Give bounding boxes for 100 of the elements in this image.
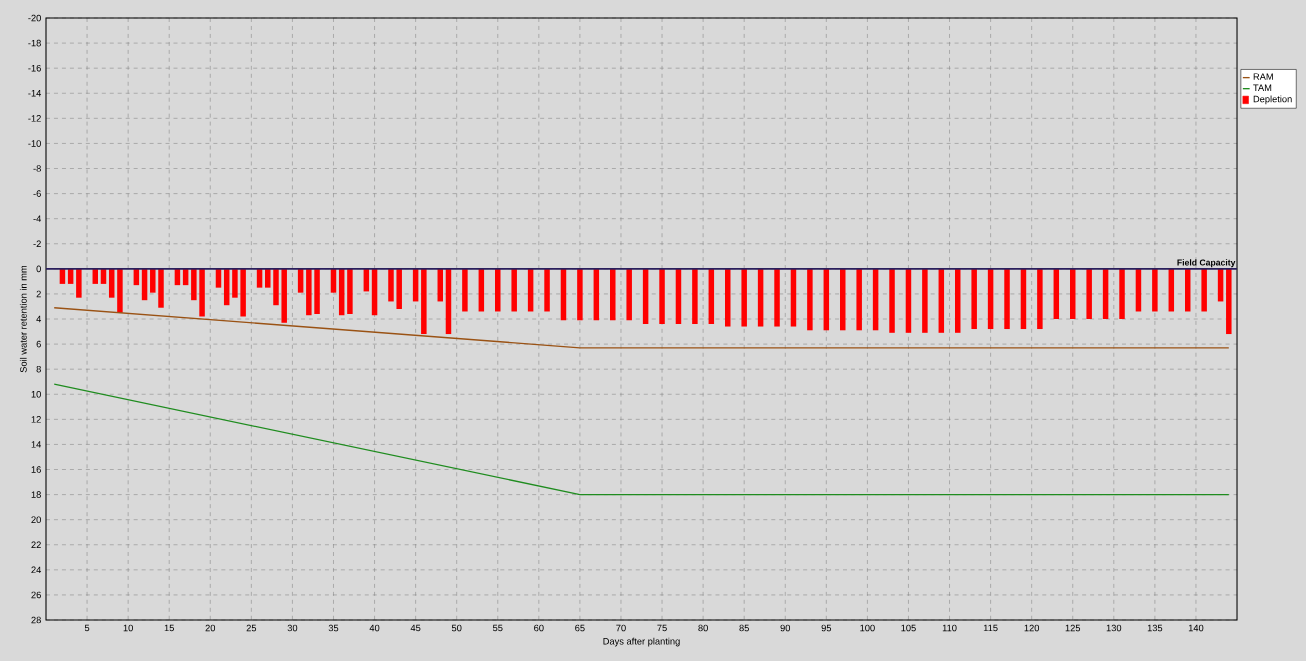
x-tick-label: 105 bbox=[901, 624, 916, 632]
y-tick-label: -14 bbox=[28, 90, 42, 97]
bar bbox=[1086, 268, 1092, 320]
x-tick-label: 80 bbox=[698, 624, 708, 632]
bar bbox=[840, 268, 846, 331]
bar bbox=[790, 268, 797, 327]
bar bbox=[396, 268, 402, 309]
x-tick-label: 125 bbox=[1065, 624, 1081, 632]
bar bbox=[117, 268, 123, 313]
bar bbox=[265, 268, 271, 288]
bar bbox=[232, 268, 238, 298]
y-tick-label: 22 bbox=[31, 541, 41, 548]
x-tick-label: 115 bbox=[983, 624, 998, 632]
bar bbox=[76, 268, 82, 298]
y-tick-label: -12 bbox=[28, 115, 41, 122]
bar bbox=[273, 268, 279, 306]
bar bbox=[1226, 268, 1232, 335]
bar bbox=[692, 268, 698, 325]
x-tick-label: 130 bbox=[1106, 624, 1122, 632]
y-tick-label: 16 bbox=[31, 466, 41, 473]
bar bbox=[281, 268, 287, 323]
bar bbox=[388, 268, 394, 302]
bar bbox=[807, 268, 813, 331]
bar bbox=[1004, 268, 1010, 330]
bar bbox=[971, 268, 977, 330]
bar bbox=[462, 268, 468, 312]
x-tick-label: 35 bbox=[328, 624, 339, 632]
x-tick-label: 120 bbox=[1024, 624, 1040, 632]
x-tick-label: 55 bbox=[492, 624, 503, 632]
y-tick-label: 20 bbox=[31, 516, 41, 523]
bar bbox=[191, 268, 197, 301]
bar bbox=[774, 268, 780, 327]
y-tick-label: 4 bbox=[36, 315, 42, 323]
x-tick-label: 70 bbox=[616, 624, 626, 632]
x-tick-label: 5 bbox=[84, 624, 90, 632]
bar bbox=[889, 268, 895, 333]
x-tick-label: 45 bbox=[410, 624, 421, 632]
bar bbox=[150, 268, 156, 293]
y-tick-label: -6 bbox=[33, 190, 41, 197]
bar bbox=[306, 268, 312, 316]
y-tick-label: 24 bbox=[31, 566, 42, 574]
x-tick-label: 135 bbox=[1147, 624, 1163, 632]
y-tick-label: -4 bbox=[33, 215, 42, 222]
x-tick-label: 30 bbox=[287, 624, 298, 632]
bar bbox=[240, 268, 246, 317]
bar bbox=[626, 268, 632, 321]
bar bbox=[757, 268, 764, 327]
x-tick-label: 40 bbox=[369, 624, 380, 632]
y-axis-title: Soil water retention in mm bbox=[19, 265, 27, 373]
bar bbox=[347, 268, 353, 314]
ref-line-label: Field Capacity bbox=[1177, 259, 1236, 268]
bar bbox=[741, 268, 747, 327]
bar bbox=[1119, 268, 1125, 320]
legend-label: Depletion bbox=[1253, 95, 1292, 105]
bar bbox=[856, 268, 862, 331]
bar bbox=[659, 268, 665, 325]
bar bbox=[511, 268, 517, 312]
y-tick-label: 18 bbox=[31, 491, 41, 498]
bar bbox=[1152, 268, 1158, 312]
bar bbox=[725, 268, 731, 327]
x-tick-label: 65 bbox=[575, 624, 585, 632]
y-tick-label: 8 bbox=[36, 365, 41, 373]
y-tick-label: 10 bbox=[31, 390, 41, 398]
x-tick-label: 90 bbox=[780, 624, 791, 632]
x-tick-label: 15 bbox=[164, 624, 174, 632]
bar bbox=[610, 268, 616, 321]
y-tick-label: -18 bbox=[28, 39, 41, 47]
y-tick-label: 26 bbox=[31, 591, 41, 599]
y-tick-label: -2 bbox=[33, 240, 41, 248]
x-tick-label: 110 bbox=[942, 624, 957, 632]
x-tick-label: 85 bbox=[739, 624, 749, 632]
bar bbox=[922, 268, 928, 333]
x-tick-label: 50 bbox=[451, 624, 462, 632]
x-axis-title: Days after planting bbox=[603, 637, 680, 647]
bar bbox=[544, 268, 550, 312]
bar bbox=[1037, 268, 1043, 330]
y-tick-label: -16 bbox=[28, 64, 41, 72]
y-tick-label: -10 bbox=[28, 140, 41, 147]
x-tick-label: 60 bbox=[534, 624, 544, 632]
x-tick-label: 10 bbox=[123, 624, 133, 632]
y-tick-label: -20 bbox=[28, 14, 41, 22]
bar bbox=[314, 268, 320, 314]
x-tick-label: 25 bbox=[246, 624, 257, 632]
bar bbox=[158, 268, 164, 308]
bar bbox=[421, 268, 427, 335]
x-tick-label: 140 bbox=[1188, 624, 1204, 632]
legend-label: TAM bbox=[1253, 84, 1272, 91]
y-tick-label: 0 bbox=[36, 265, 41, 273]
bar bbox=[199, 268, 205, 317]
y-tick-label: 28 bbox=[31, 616, 41, 624]
y-tick-label: 6 bbox=[36, 340, 41, 348]
y-tick-label: -8 bbox=[33, 165, 41, 172]
x-tick-label: 75 bbox=[657, 624, 667, 632]
bar bbox=[1201, 268, 1207, 312]
legend-label: RAM bbox=[1253, 73, 1273, 80]
bar bbox=[577, 268, 583, 321]
y-tick-label: 2 bbox=[36, 290, 41, 298]
y-tick-label: 14 bbox=[31, 441, 42, 448]
x-tick-label: 100 bbox=[860, 624, 875, 632]
y-tick-label: 12 bbox=[31, 416, 41, 423]
